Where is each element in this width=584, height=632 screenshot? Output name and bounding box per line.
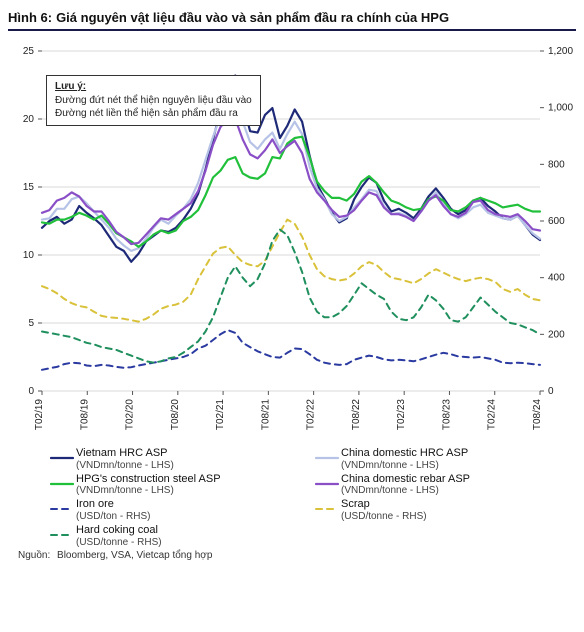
svg-text:1,000: 1,000: [548, 103, 573, 114]
legend-sub: (USD/tonne - RHS): [341, 511, 562, 522]
legend-swatch: [50, 529, 74, 541]
legend-item-hpg_construction_asp: HPG's construction steel ASP(VNDmn/tonne…: [50, 473, 297, 497]
note-line-2: Đường nét liền thể hiện sản phẩm đầu ra: [55, 107, 252, 121]
chart-note-box: Lưu ý: Đường đứt nét thể hiện nguyên liệ…: [46, 75, 261, 126]
svg-text:25: 25: [23, 46, 35, 57]
legend: Vietnam HRC ASP(VNDmn/tonne - LHS)China …: [2, 445, 582, 548]
svg-text:T08/22: T08/22: [351, 399, 362, 431]
legend-name: China domestic rebar ASP: [341, 473, 562, 486]
svg-text:600: 600: [548, 216, 565, 227]
svg-text:T02/21: T02/21: [215, 399, 226, 431]
svg-text:T08/23: T08/23: [441, 399, 452, 431]
legend-swatch: [315, 452, 339, 464]
svg-text:T08/24: T08/24: [532, 399, 543, 431]
legend-sub: (VNDmn/tonne - LHS): [76, 485, 297, 496]
legend-swatch: [315, 503, 339, 515]
legend-swatch: [315, 478, 339, 490]
legend-item-china_hrc_asp: China domestic HRC ASP(VNDmn/tonne - LHS…: [315, 447, 562, 471]
svg-text:0: 0: [548, 386, 554, 397]
svg-text:T02/23: T02/23: [396, 399, 407, 431]
legend-item-scrap: Scrap(USD/tonne - RHS): [315, 498, 562, 522]
legend-sub: (VNDmn/tonne - LHS): [341, 485, 562, 496]
legend-item-iron_ore: Iron ore(USD/ton - RHS): [50, 498, 297, 522]
legend-sub: (USD/tonne - RHS): [76, 537, 297, 548]
legend-swatch: [50, 452, 74, 464]
figure-title: Giá nguyên vật liệu đầu vào và sản phẩm …: [56, 10, 449, 25]
legend-item-vietnam_hrc_asp: Vietnam HRC ASP(VNDmn/tonne - LHS): [50, 447, 297, 471]
legend-name: China domestic HRC ASP: [341, 447, 562, 460]
svg-text:20: 20: [23, 114, 35, 125]
svg-text:800: 800: [548, 159, 565, 170]
legend-swatch: [50, 478, 74, 490]
svg-text:T02/19: T02/19: [34, 399, 45, 431]
note-header: Lưu ý:: [55, 80, 252, 94]
svg-text:T02/24: T02/24: [487, 399, 498, 431]
source-line: Nguồn: Bloomberg, VSA, Vietcap tổng hợp: [2, 548, 582, 561]
figure-container: Hình 6: Giá nguyên vật liệu đầu vào và s…: [0, 0, 584, 632]
legend-swatch: [50, 503, 74, 515]
svg-text:10: 10: [23, 250, 35, 261]
legend-sub: (VNDmn/tonne - LHS): [341, 460, 562, 471]
svg-text:5: 5: [28, 318, 34, 329]
svg-text:T02/20: T02/20: [125, 399, 136, 431]
svg-text:200: 200: [548, 329, 565, 340]
legend-item-china_rebar_asp: China domestic rebar ASP(VNDmn/tonne - L…: [315, 473, 562, 497]
svg-text:T08/20: T08/20: [170, 399, 181, 431]
svg-text:400: 400: [548, 273, 565, 284]
svg-text:T02/22: T02/22: [306, 399, 317, 431]
legend-name: Iron ore: [76, 498, 297, 511]
chart-area: Lưu ý: Đường đứt nét thể hiện nguyên liệ…: [2, 35, 582, 445]
svg-text:T08/21: T08/21: [260, 399, 271, 431]
note-line-1: Đường đứt nét thể hiện nguyên liệu đầu v…: [55, 94, 252, 108]
svg-text:15: 15: [23, 182, 35, 193]
svg-text:T08/19: T08/19: [79, 399, 90, 431]
legend-item-hard_coking_coal: Hard coking coal(USD/tonne - RHS): [50, 524, 297, 548]
svg-text:1,200: 1,200: [548, 46, 573, 57]
source-text: Bloomberg, VSA, Vietcap tổng hợp: [57, 550, 212, 561]
svg-text:0: 0: [28, 386, 34, 397]
legend-sub: (USD/ton - RHS): [76, 511, 297, 522]
figure-number: Hình 6:: [8, 10, 52, 25]
legend-name: HPG's construction steel ASP: [76, 473, 297, 486]
legend-name: Hard coking coal: [76, 524, 297, 537]
source-label: Nguồn:: [18, 550, 50, 561]
legend-name: Vietnam HRC ASP: [76, 447, 297, 460]
legend-sub: (VNDmn/tonne - LHS): [76, 460, 297, 471]
legend-name: Scrap: [341, 498, 562, 511]
figure-title-bar: Hình 6: Giá nguyên vật liệu đầu vào và s…: [8, 10, 576, 31]
